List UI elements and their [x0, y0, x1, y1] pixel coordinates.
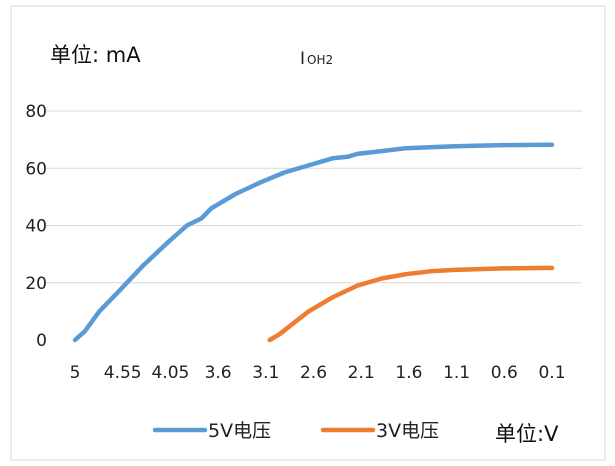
y-tick-label-80: 80 [25, 102, 47, 122]
x-tick-label-3.1: 3.1 [252, 363, 279, 383]
chart-title-subscript: OH2 [307, 53, 333, 67]
x-tick-label-0.6: 0.6 [491, 363, 518, 383]
series-lines [72, 142, 555, 343]
x-tick-labels: 5 4.55 4.05 3.6 3.1 2.6 2.1 1.6 1.1 0.6 0.1 [70, 363, 566, 383]
x-tick-label-1.1: 1.1 [443, 363, 470, 383]
x-tick-label-4.55: 4.55 [104, 363, 142, 383]
x-tick-label-4.05: 4.05 [151, 363, 189, 383]
x-tick-label-5: 5 [70, 363, 81, 383]
chart-frame [10, 5, 606, 461]
series-line-2 [267, 265, 555, 343]
legend-label-1: 5V电压 [208, 420, 271, 442]
x-tick-label-0.1: 0.1 [538, 363, 565, 383]
x-tick-label-1.6: 1.6 [395, 363, 422, 383]
chart-title-main: I [300, 49, 305, 69]
y-tick-label-0: 0 [36, 331, 47, 351]
series-line-1 [72, 142, 555, 343]
legend-label-2: 3V电压 [376, 420, 439, 442]
y-tick-label-40: 40 [25, 217, 47, 237]
x-tick-label-2.1: 2.1 [348, 363, 375, 383]
x-tick-label-3.6: 3.6 [205, 363, 232, 383]
gridlines [46, 110, 582, 284]
x-tick-label-2.6: 2.6 [300, 363, 327, 383]
x-unit-label: 单位:V [495, 422, 559, 446]
chart-title: I OH2 [300, 49, 333, 69]
y-tick-label-60: 60 [25, 159, 47, 179]
y-tick-label-20: 20 [25, 274, 47, 294]
y-tick-labels: 0 20 40 60 80 [25, 102, 47, 351]
legend: 5V电压 3V电压 [152, 420, 439, 442]
y-unit-label: 单位: mA [50, 43, 141, 67]
